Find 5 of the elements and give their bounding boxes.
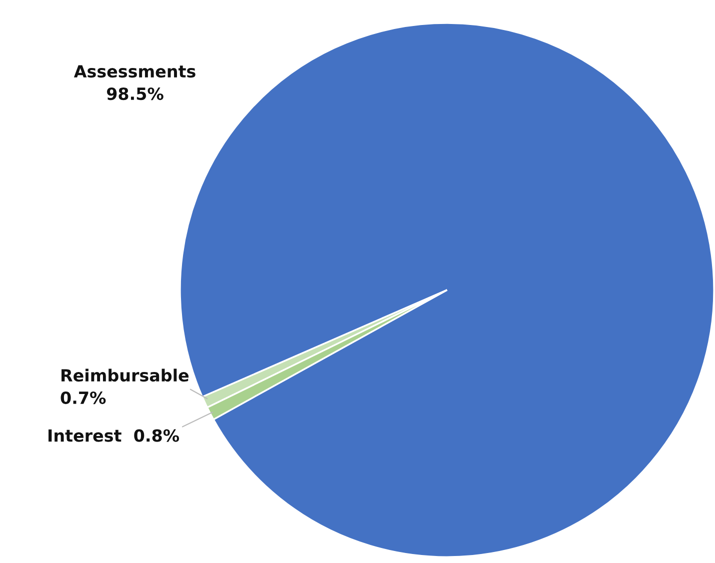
- slice-label: Assessments: [74, 65, 196, 78]
- slice-label: Interest 0.8%: [48, 429, 180, 442]
- data-label: 0.7%: [60, 391, 106, 404]
- data-label: 98.5%: [106, 87, 164, 100]
- slice-label: Reimbursable: [62, 368, 189, 382]
